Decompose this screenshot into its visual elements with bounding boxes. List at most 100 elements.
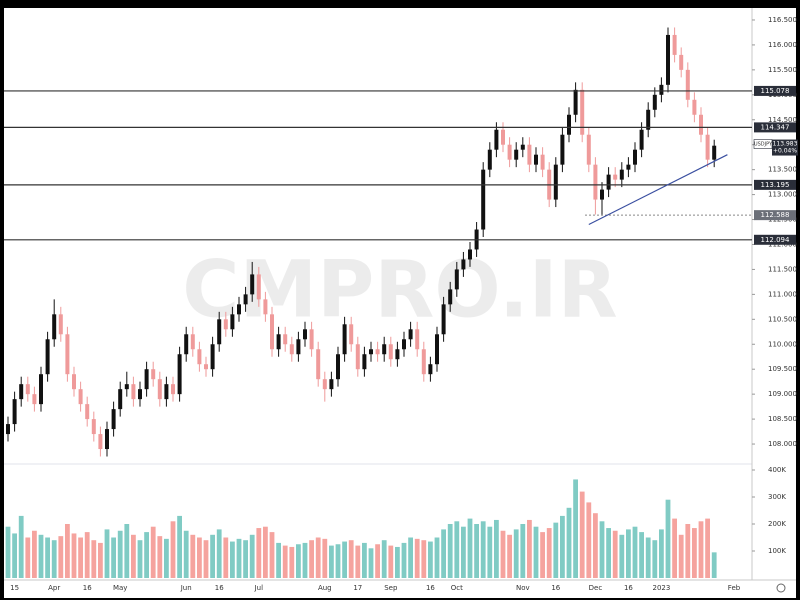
candle-body (111, 409, 116, 430)
volume-bar (131, 534, 136, 578)
candle-body (336, 354, 340, 380)
candle-body (349, 324, 354, 345)
volume-bar (164, 538, 169, 578)
candle-body (586, 134, 591, 165)
candle-body (382, 344, 387, 355)
candle-body (679, 54, 684, 70)
candle-body (501, 129, 505, 145)
volume-bar (566, 507, 572, 578)
candle-body (322, 379, 327, 390)
settings-icon[interactable] (776, 583, 786, 593)
candle-body (230, 314, 235, 330)
volume-bar (289, 546, 295, 578)
candle-body (138, 389, 142, 400)
volume-bar (395, 546, 400, 578)
volume-bar (335, 544, 341, 578)
volume-bar (38, 534, 44, 578)
x-tick-label: Aug (318, 584, 332, 592)
candle-body (699, 114, 703, 135)
volume-bar (282, 545, 288, 578)
candle-body (157, 379, 162, 400)
volume-bar (527, 519, 532, 578)
candle-body (250, 274, 255, 295)
volume-bar (434, 537, 440, 578)
last-price: 113.983 (773, 141, 798, 148)
candle-body (514, 149, 519, 160)
y-tick-label: 116.500 (768, 16, 797, 24)
volume-bar (150, 526, 156, 578)
candle-body (613, 174, 618, 180)
candle-body (91, 419, 96, 435)
volume-bar (124, 524, 130, 578)
x-tick-label: Sep (384, 584, 398, 592)
candle-body (553, 164, 558, 200)
level-label-box (754, 122, 796, 133)
y-tick-label: 109.000 (768, 390, 797, 398)
volume-tick-label: 100K (768, 547, 786, 555)
y-tick-label: 116.000 (768, 41, 797, 49)
candle-body (329, 379, 334, 390)
y-tick-label: 109.500 (768, 365, 797, 373)
candle-body (402, 339, 406, 350)
candle-body (283, 334, 288, 345)
candle-body (197, 349, 202, 365)
candle-body (692, 99, 697, 115)
volume-bar (236, 538, 242, 578)
candle-body (369, 349, 373, 355)
candle-body (184, 334, 189, 355)
candle-body (454, 269, 459, 290)
volume-bar (84, 532, 90, 578)
candle-body (415, 329, 420, 350)
candle-body (540, 154, 545, 170)
volume-bar (659, 529, 664, 578)
y-tick-label: 114.500 (768, 116, 797, 124)
candle-body (12, 399, 17, 425)
candle-body (580, 89, 585, 135)
candle-body (633, 149, 637, 165)
candle-body (52, 314, 57, 340)
candle-body (210, 344, 215, 370)
y-tick-label: 115.500 (768, 66, 797, 74)
volume-bar (447, 524, 453, 578)
candle-body (72, 374, 76, 390)
volume-bar (494, 519, 499, 578)
candle-body (527, 144, 532, 165)
x-tick-label: May (113, 584, 127, 592)
volume-bar (441, 529, 446, 578)
x-tick-label: 16 (551, 584, 560, 592)
volume-bar (467, 518, 473, 578)
volume-bar (540, 532, 545, 578)
candle-body (270, 314, 274, 350)
candle-body (19, 384, 24, 400)
candle-body (151, 369, 156, 380)
volume-bar (381, 540, 387, 578)
volume-bar (421, 540, 427, 578)
candle-body (276, 334, 281, 350)
volume-bar (249, 534, 255, 578)
volume-bar (692, 528, 697, 578)
candle-body (428, 364, 433, 375)
x-tick-label: 17 (353, 584, 362, 592)
candle-body (435, 334, 439, 365)
candle-body (144, 369, 149, 390)
volume-bar (177, 515, 182, 578)
volume-bar (678, 534, 684, 578)
volume-bar (711, 552, 717, 578)
x-tick-label: Dec (589, 584, 603, 592)
y-tick-label: 111.500 (768, 265, 797, 273)
volume-bar (626, 529, 631, 578)
candle-body (25, 384, 30, 395)
volume-bar (573, 479, 578, 578)
candle-body (171, 384, 175, 395)
x-tick-label: 16 (83, 584, 92, 592)
candle-body (303, 329, 307, 340)
volume-bar (639, 532, 644, 578)
candle-body (639, 129, 644, 150)
volume-bar (375, 544, 380, 578)
volume-tick-label: 300K (768, 493, 786, 501)
volume-bar (520, 524, 526, 578)
candle-body (118, 389, 123, 410)
volume-bar (461, 526, 466, 578)
candle-body (567, 114, 571, 135)
